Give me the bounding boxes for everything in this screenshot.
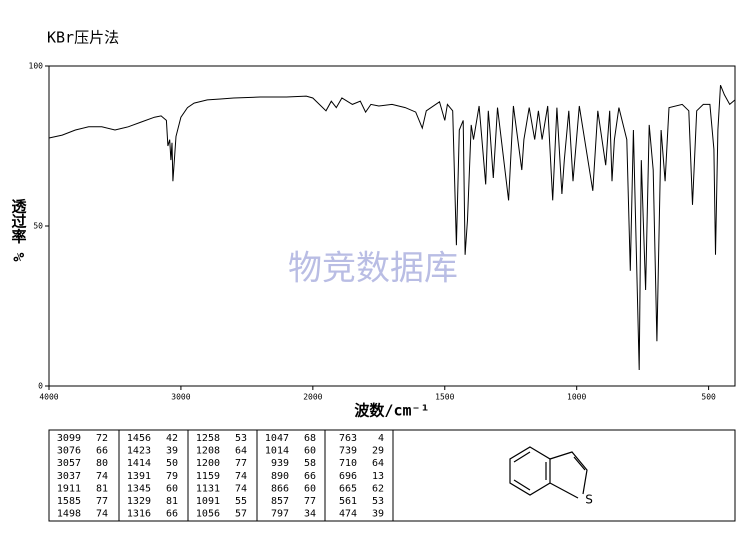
peak-wavenumber: 939 [271, 458, 289, 469]
peak-wavenumber: 1456 [127, 433, 151, 444]
peak-wavenumber: 1047 [265, 433, 289, 444]
peak-intensity: 72 [96, 433, 108, 444]
peak-intensity: 74 [235, 483, 247, 494]
peak-wavenumber: 1091 [196, 496, 220, 507]
peak-intensity: 79 [166, 471, 178, 482]
y-tick-label: 0 [38, 382, 43, 391]
peak-wavenumber: 1391 [127, 471, 151, 482]
peak-intensity: 68 [304, 433, 316, 444]
peak-wavenumber: 1414 [127, 458, 151, 469]
peak-wavenumber: 1258 [196, 433, 220, 444]
peak-wavenumber: 1200 [196, 458, 220, 469]
peak-intensity: 66 [304, 471, 316, 482]
peak-wavenumber: 739 [339, 446, 357, 457]
peak-intensity: 66 [166, 509, 178, 520]
peak-wavenumber: 857 [271, 496, 289, 507]
x-axis-label: 波数/cm⁻¹ [354, 402, 429, 420]
peak-intensity: 4 [378, 433, 384, 444]
peak-intensity: 58 [304, 458, 316, 469]
y-axis-label: 透过率 % [10, 198, 28, 261]
peak-intensity: 53 [372, 496, 384, 507]
peak-wavenumber: 665 [339, 483, 357, 494]
peak-intensity: 13 [372, 471, 384, 482]
peak-wavenumber: 1345 [127, 483, 151, 494]
peak-wavenumber: 1585 [57, 496, 81, 507]
peak-intensity: 60 [304, 483, 316, 494]
peak-intensity: 81 [96, 483, 108, 494]
peak-wavenumber: 3057 [57, 458, 81, 469]
atom-label: S [585, 493, 593, 507]
x-tick-label: 2000 [303, 393, 322, 402]
peak-wavenumber: 561 [339, 496, 357, 507]
peak-intensity: 77 [304, 496, 316, 507]
peak-wavenumber: 1316 [127, 509, 151, 520]
peak-intensity: 42 [166, 433, 178, 444]
peak-intensity: 39 [166, 446, 178, 457]
peak-intensity: 77 [235, 458, 247, 469]
x-tick-label: 3000 [171, 393, 190, 402]
y-tick-label: 100 [29, 62, 44, 71]
x-tick-label: 1500 [435, 393, 454, 402]
peak-intensity: 60 [166, 483, 178, 494]
peak-intensity: 77 [96, 496, 108, 507]
table-frame [48, 429, 736, 522]
peak-wavenumber: 3037 [57, 471, 81, 482]
spectrum-line [48, 85, 736, 371]
peak-wavenumber: 1498 [57, 509, 81, 520]
peak-wavenumber: 474 [339, 509, 357, 520]
peak-intensity: 74 [235, 471, 247, 482]
peak-wavenumber: 3076 [57, 446, 81, 457]
peak-wavenumber: 1911 [57, 483, 81, 494]
peak-wavenumber: 1159 [196, 471, 220, 482]
peak-wavenumber: 696 [339, 471, 357, 482]
peak-intensity: 39 [372, 509, 384, 520]
peak-intensity: 81 [166, 496, 178, 507]
peak-intensity: 62 [372, 483, 384, 494]
peak-wavenumber: 1329 [127, 496, 151, 507]
peak-intensity: 60 [304, 446, 316, 457]
peak-wavenumber: 797 [271, 509, 289, 520]
x-tick-label: 500 [701, 393, 716, 402]
x-tick-label: 1000 [567, 393, 586, 402]
peak-intensity: 57 [235, 509, 247, 520]
plot-frame [48, 65, 736, 387]
peak-intensity: 34 [304, 509, 316, 520]
peak-wavenumber: 890 [271, 471, 289, 482]
peak-wavenumber: 1423 [127, 446, 151, 457]
peak-wavenumber: 866 [271, 483, 289, 494]
peak-wavenumber: 763 [339, 433, 357, 444]
chart-title: KBr压片法 [47, 29, 119, 47]
peak-wavenumber: 1208 [196, 446, 220, 457]
peak-intensity: 53 [235, 433, 247, 444]
peak-wavenumber: 1131 [196, 483, 220, 494]
peak-intensity: 80 [96, 458, 108, 469]
watermark: 物竞数据库 [288, 249, 458, 289]
peak-intensity: 64 [372, 458, 384, 469]
peak-intensity: 66 [96, 446, 108, 457]
peak-intensity: 74 [96, 471, 108, 482]
y-tick-label: 50 [33, 222, 43, 231]
peak-intensity: 50 [166, 458, 178, 469]
peak-intensity: 74 [96, 509, 108, 520]
peak-wavenumber: 710 [339, 458, 357, 469]
peak-wavenumber: 1014 [265, 446, 289, 457]
peak-intensity: 55 [235, 496, 247, 507]
structure [509, 446, 588, 499]
peak-wavenumber: 1056 [196, 509, 220, 520]
peak-intensity: 29 [372, 446, 384, 457]
x-tick-label: 4000 [39, 393, 58, 402]
peak-intensity: 64 [235, 446, 247, 457]
peak-wavenumber: 3099 [57, 433, 81, 444]
